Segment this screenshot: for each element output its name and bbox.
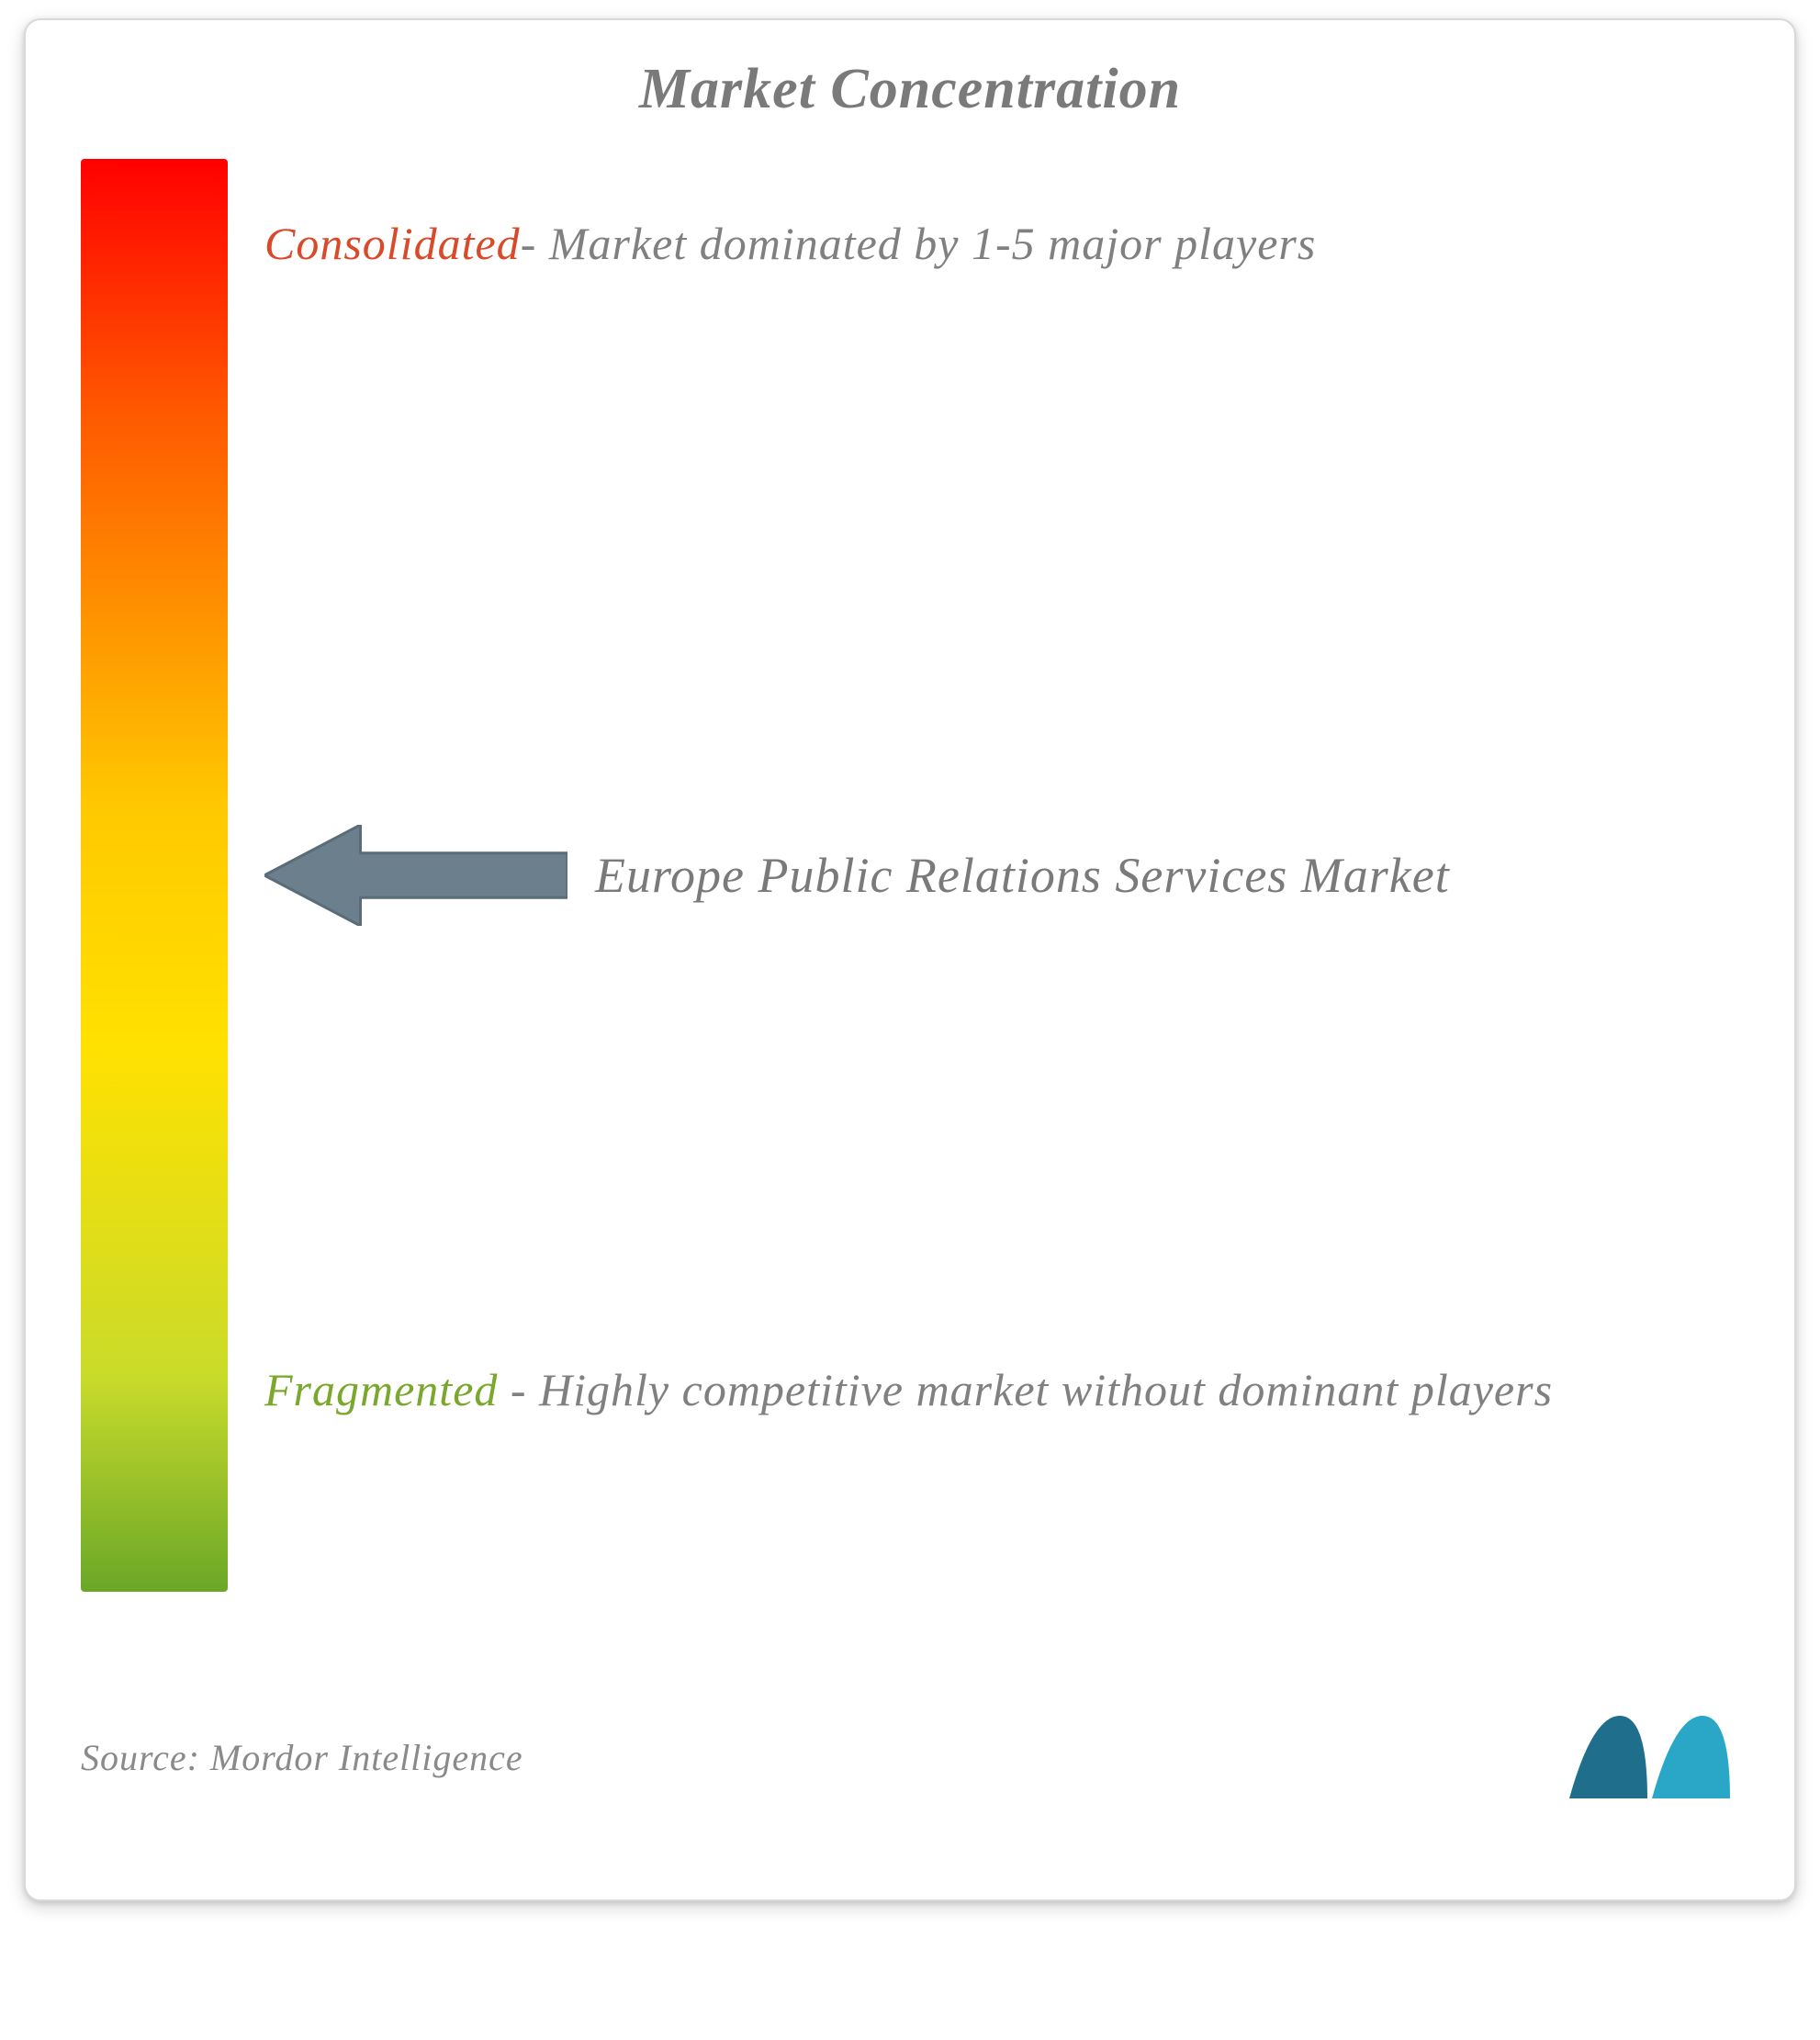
chart-title: Market Concentration — [81, 57, 1739, 122]
concentration-gradient-bar — [81, 159, 228, 1592]
fragmented-description: Fragmented - Highly competitive market w… — [264, 1348, 1553, 1431]
market-name-label: Europe Public Relations Services Market — [595, 839, 1450, 913]
consolidated-rest: - Market dominated by 1-5 major players — [521, 218, 1317, 269]
arrow-left-icon — [264, 825, 567, 926]
content-row: Consolidated- Market dominated by 1-5 ma… — [81, 159, 1739, 1592]
fragmented-rest: - Highly competitive market without domi… — [498, 1364, 1553, 1415]
brand-logo — [1565, 1707, 1739, 1808]
card-footer: Source: Mordor Intelligence — [81, 1707, 1739, 1808]
market-position-marker: Europe Public Relations Services Market — [264, 825, 1739, 926]
gradient-bar-wrap — [81, 159, 228, 1592]
consolidated-description: Consolidated- Market dominated by 1-5 ma… — [264, 202, 1316, 285]
info-card: Market Concentration Consolidated- Marke… — [24, 18, 1796, 1901]
mordor-logo-icon — [1565, 1707, 1739, 1808]
consolidated-lead: Consolidated — [264, 218, 521, 269]
fragmented-lead: Fragmented — [264, 1364, 498, 1415]
source-attribution: Source: Mordor Intelligence — [81, 1736, 523, 1779]
labels-column: Consolidated- Market dominated by 1-5 ma… — [264, 159, 1739, 1592]
